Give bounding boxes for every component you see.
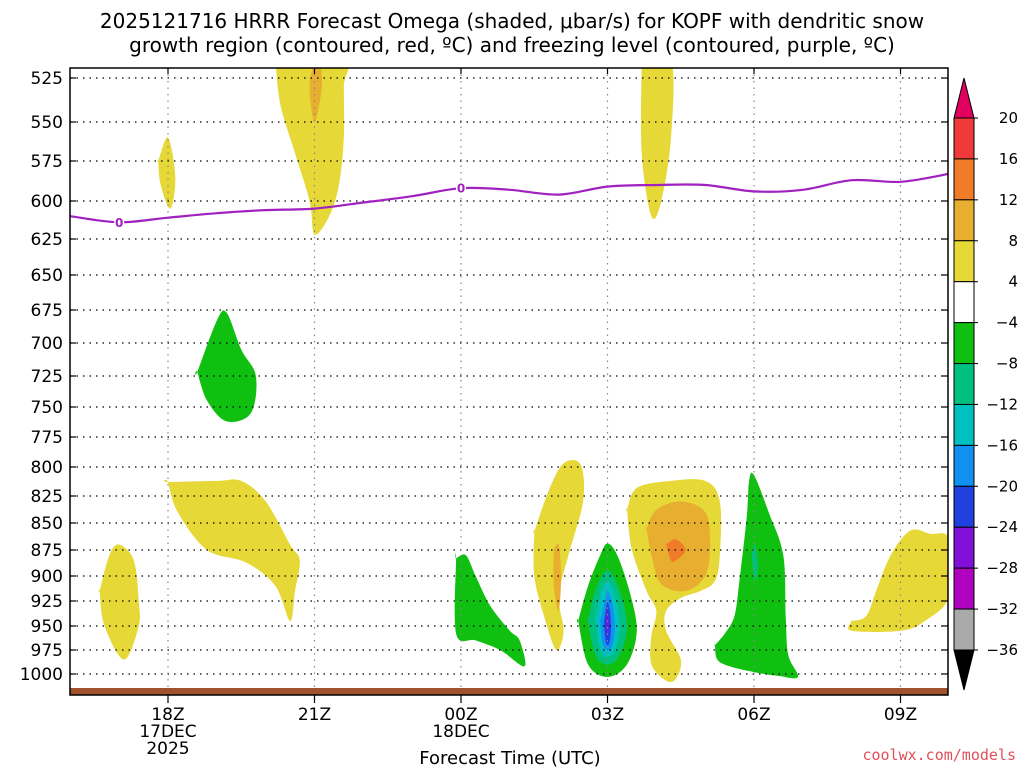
colorbar-bin (953, 117, 975, 160)
y-axis-pressure-ticks: 525 550 575 600 625 650 675 700 725 750 775 800 825 8… (20, 69, 948, 685)
colorbar-label: 16 (999, 150, 1018, 168)
y-tick-label: 675 (31, 301, 63, 321)
y-tick-label: 775 (31, 428, 63, 448)
y-tick-label: 650 (31, 266, 63, 286)
y-tick-label: 725 (31, 367, 63, 387)
colorbar-bin (953, 199, 975, 242)
x-tick-label: 03Z (591, 705, 624, 725)
freezing-level-line (70, 172, 948, 224)
omega-region-7 (454, 552, 526, 667)
colorbar-label: −32 (986, 600, 1018, 618)
colorbar-label: −12 (986, 395, 1018, 413)
y-tick-label: 750 (31, 398, 63, 418)
y-tick-label: 800 (31, 458, 63, 478)
colorbar-bin (953, 322, 975, 365)
colorbar-label: −8 (996, 355, 1018, 373)
y-tick-label: 575 (31, 152, 63, 172)
y-tick-label: 925 (31, 592, 63, 612)
colorbar-bin (953, 240, 975, 283)
colorbar-label: −28 (986, 559, 1018, 577)
credit-text[interactable]: coolwx.com/models (862, 746, 1016, 764)
colorbar-bin (953, 363, 975, 405)
x-axis-label: Forecast Time (UTC) (419, 748, 600, 768)
omega-region-2 (157, 137, 176, 209)
colorbar-bin (953, 158, 975, 201)
surface-ground-band (70, 688, 948, 695)
colorbar-label: −20 (986, 477, 1018, 495)
colorbar-bin (953, 526, 975, 569)
omega-shading (98, 68, 948, 683)
omega-colorbar: 20 16 12 8 4 −4 −8 −12 −16 −20 −24 −28 −32 −36 (953, 77, 1018, 691)
y-tick-label: 550 (31, 113, 63, 133)
y-tick-label: 975 (31, 641, 63, 661)
y-tick-label: 600 (31, 192, 63, 212)
chart-title-line-2: growth region (contoured, red, ºC) and f… (129, 33, 895, 57)
x-tick-label: 21Z (298, 705, 331, 725)
y-tick-label: 825 (31, 487, 63, 507)
chart-title-line-1: 2025121716 HRRR Forecast Omega (shaded, … (100, 9, 924, 33)
y-tick-label: 625 (31, 230, 63, 250)
y-tick-label: 850 (31, 514, 63, 534)
colorbar-bin (953, 485, 975, 528)
colorbar-label: 4 (1008, 273, 1018, 291)
y-tick-label: 900 (31, 567, 63, 587)
omega-region-4 (195, 310, 257, 423)
y-tick-label: 700 (31, 334, 63, 354)
colorbar-label: 12 (999, 191, 1018, 209)
colorbar-label: −4 (996, 314, 1018, 332)
colorbar-label: 20 (999, 109, 1018, 127)
colorbar-label: −36 (986, 641, 1018, 659)
colorbar-bin (953, 444, 975, 487)
omega-region-9 (553, 543, 562, 612)
colorbar-bin (953, 608, 975, 651)
omega-region-5 (164, 479, 300, 622)
omega-region-3 (640, 68, 674, 220)
freezing-level-contour: 00 (70, 172, 948, 230)
freezing-label-bg (114, 215, 125, 230)
colorbar-top-arrow (953, 77, 975, 119)
x-tick-label: 00Z (444, 705, 477, 725)
x-tick-label: 2025 (146, 739, 189, 759)
x-tick-label: 18Z (151, 705, 184, 725)
colorbar-bottom-arrow (953, 649, 975, 691)
omega-region-1 (309, 68, 322, 122)
x-tick-label: 06Z (737, 705, 770, 725)
y-tick-label: 950 (31, 617, 63, 637)
omega-region-21 (848, 529, 948, 632)
colorbar-bin (953, 281, 975, 324)
grid (70, 68, 948, 695)
y-tick-label: 525 (31, 69, 63, 89)
colorbar-label: −16 (986, 436, 1018, 454)
x-tick-label: 18DEC (432, 722, 489, 742)
freezing-level-label: 0 (115, 216, 123, 230)
plot-frame (69, 67, 949, 696)
omega-region-0 (276, 68, 349, 235)
colorbar-label: −24 (986, 518, 1018, 536)
y-tick-label: 875 (31, 541, 63, 561)
colorbar-label: 8 (1008, 232, 1018, 250)
x-tick-label: 17DEC (139, 722, 196, 742)
y-tick-label: 1000 (20, 665, 63, 685)
colorbar-bin (953, 403, 975, 446)
freezing-label-bg (456, 181, 466, 196)
x-tick-label: 09Z (884, 705, 917, 725)
freezing-level-label: 0 (457, 182, 465, 196)
colorbar-bin (953, 567, 975, 610)
omega-region-6 (98, 544, 140, 660)
